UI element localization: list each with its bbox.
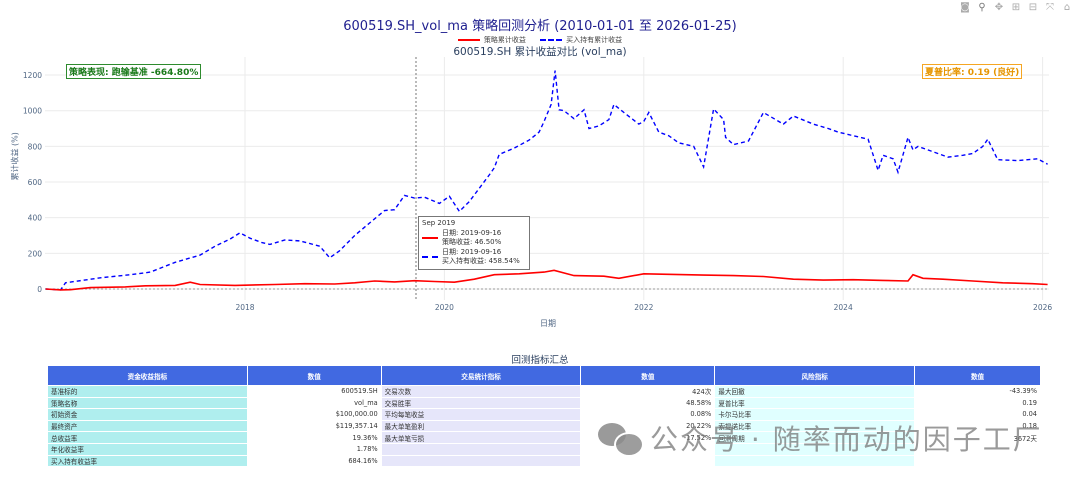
legend-label: 策略累计收益 [483, 36, 526, 44]
metrics-summary-table: 资金收益指标 数值 交易统计指标 数值 风险指标 数值 基准标的 600519.S… [47, 365, 1041, 468]
metric-value [914, 454, 1041, 468]
y-tick-label: 200 [28, 249, 43, 258]
table-row: 基准标的 600519.SH 交易次数 424次 最大回撤 -43.39% [47, 385, 1041, 398]
metric-value: -43.39% [914, 385, 1041, 398]
grid-lines [45, 57, 1049, 300]
tooltip-date: 日期: 2019-09-16 [442, 247, 502, 256]
zoom-out-icon[interactable]: ⊟ [1028, 2, 1038, 13]
camera-icon[interactable]: ◙ [960, 2, 970, 13]
metric-value: 1.78% [246, 442, 382, 456]
sharpe-annotation: 夏普比率: 0.19 (良好) [922, 64, 1023, 79]
y-tick-label: 0 [37, 285, 42, 294]
x-axis-ticks: 2018 2020 2022 2024 2026 [235, 303, 1052, 312]
metric-label [380, 442, 582, 456]
metric-label: 初始资金 [47, 408, 248, 421]
header-value: 数值 [580, 365, 716, 386]
y-tick-label: 600 [28, 178, 43, 187]
tooltip-swatch-dashed [422, 256, 438, 258]
metric-label: 最大单笔亏损 [380, 431, 582, 444]
main-title: 600519.SH_vol_ma 策略回测分析 (2010-01-01 至 20… [343, 19, 737, 34]
metric-value: $100,000.00 [246, 408, 382, 421]
watermark: 公众号 · 随率而动的因子工厂 [598, 418, 1043, 458]
legend-label: 买入持有累计收益 [566, 36, 623, 44]
metric-value: 684.16% [246, 454, 382, 468]
table-row: 买入持有收益率 684.16% [47, 454, 1041, 468]
metric-label: 交易次数 [380, 385, 582, 398]
x-tick-label: 2026 [1033, 303, 1052, 312]
x-tick-label: 2020 [435, 303, 454, 312]
metric-label: 交易胜率 [380, 396, 582, 410]
metric-value: 0.19 [914, 396, 1041, 410]
tooltip-value: 买入持有收益: 458.54% [442, 257, 520, 265]
home-icon[interactable]: ⌂ [1063, 2, 1071, 13]
legend-item-strategy[interactable]: 策略累计收益 [457, 35, 526, 45]
metric-label: 最终资产 [47, 419, 248, 433]
metric-label: 年化收益率 [47, 442, 248, 456]
y-tick-label: 1200 [23, 71, 42, 80]
table-title: 回测指标汇总 [511, 355, 569, 366]
metric-label: 策略名称 [47, 396, 248, 410]
wechat-icon [598, 421, 644, 457]
metric-label: 总收益率 [47, 431, 248, 444]
metric-value: 19.36% [246, 431, 382, 444]
tooltip-date: 日期: 2019-09-16 [442, 228, 502, 237]
tooltip-header: Sep 2019 [422, 219, 456, 227]
header-risk-metrics: 风险指标 [714, 365, 916, 386]
table-row: 策略名称 vol_ma 交易胜率 48.58% 夏普比率 0.19 [47, 396, 1041, 410]
strategy-line [45, 269, 1048, 291]
buy-hold-line [45, 70, 1048, 291]
performance-annotation: 策略表现: 跑输基准 -664.80% [66, 64, 202, 79]
metric-value: $119,357.14 [246, 419, 382, 433]
y-tick-label: 1000 [23, 107, 42, 116]
pan-icon[interactable]: ✥ [994, 2, 1004, 13]
table-row: 初始资金 $100,000.00 平均每笔收益 0.08% 卡尔马比率 0.04 [47, 408, 1041, 421]
metric-value: 600519.SH [246, 385, 382, 398]
y-axis-label: 累计收益 (%) [10, 132, 20, 181]
legend-swatch-dashed [540, 39, 563, 41]
y-tick-label: 400 [28, 214, 43, 223]
subplot-title: 600519.SH 累计收益对比 (vol_ma) [453, 46, 627, 58]
table-header-row: 资金收益指标 数值 交易统计指标 数值 风险指标 数值 [47, 365, 1041, 386]
y-tick-label: 800 [28, 142, 43, 151]
x-tick-label: 2018 [235, 303, 254, 312]
x-tick-label: 2024 [834, 303, 853, 312]
metric-label: 最大回撤 [714, 385, 916, 398]
tooltip-swatch-solid [422, 237, 438, 239]
legend-item-buy-hold[interactable]: 买入持有累计收益 [540, 35, 622, 45]
metric-label [380, 454, 582, 468]
hover-tooltip: Sep 2019 日期: 2019-09-16 策略收益: 46.50% 日期:… [418, 216, 530, 270]
metric-value [580, 454, 716, 468]
autoscale-icon[interactable]: ⤧ [1046, 2, 1054, 13]
table-row: 总收益率 19.36% 最大单笔亏损 -17.52% 回测周期 3672天 [47, 431, 1041, 444]
metric-value: vol_ma [246, 396, 382, 410]
y-axis-ticks: 0 200 400 600 800 1000 1200 [23, 71, 42, 294]
legend-swatch-solid [457, 39, 480, 41]
metric-label: 夏普比率 [714, 396, 916, 410]
tooltip-strategy: 日期: 2019-09-16 策略收益: 46.50% [422, 229, 526, 248]
header-value: 数值 [914, 365, 1041, 386]
metric-label: 最大单笔盈利 [380, 419, 582, 433]
metric-value: 48.58% [580, 396, 716, 410]
tooltip-value: 策略收益: 46.50% [442, 238, 502, 246]
plot-modebar: ◙ ⚲ ✥ ⊞ ⊟ ⤧ ⌂ [960, 2, 1072, 13]
metric-label: 平均每笔收益 [380, 408, 582, 421]
header-capital-metrics: 资金收益指标 [47, 365, 248, 386]
x-tick-label: 2022 [634, 303, 653, 312]
watermark-text: 公众号 · 随率而动的因子工厂 [650, 423, 1043, 456]
header-trade-metrics: 交易统计指标 [380, 365, 582, 386]
tooltip-buy-hold: 日期: 2019-09-16 买入持有收益: 458.54% [422, 248, 526, 267]
zoom-icon[interactable]: ⚲ [978, 2, 986, 13]
x-axis-label: 日期 [540, 319, 556, 328]
legend: 策略累计收益 买入持有累计收益 [0, 35, 1080, 45]
metric-label: 买入持有收益率 [47, 454, 248, 468]
table-row: 最终资产 $119,357.14 最大单笔盈利 20.22% 索提诺比率 0.18 [47, 419, 1041, 433]
header-value: 数值 [246, 365, 382, 386]
metric-value: 424次 [580, 385, 716, 398]
zoom-in-icon[interactable]: ⊞ [1011, 2, 1021, 13]
metric-label: 基准标的 [47, 385, 248, 398]
